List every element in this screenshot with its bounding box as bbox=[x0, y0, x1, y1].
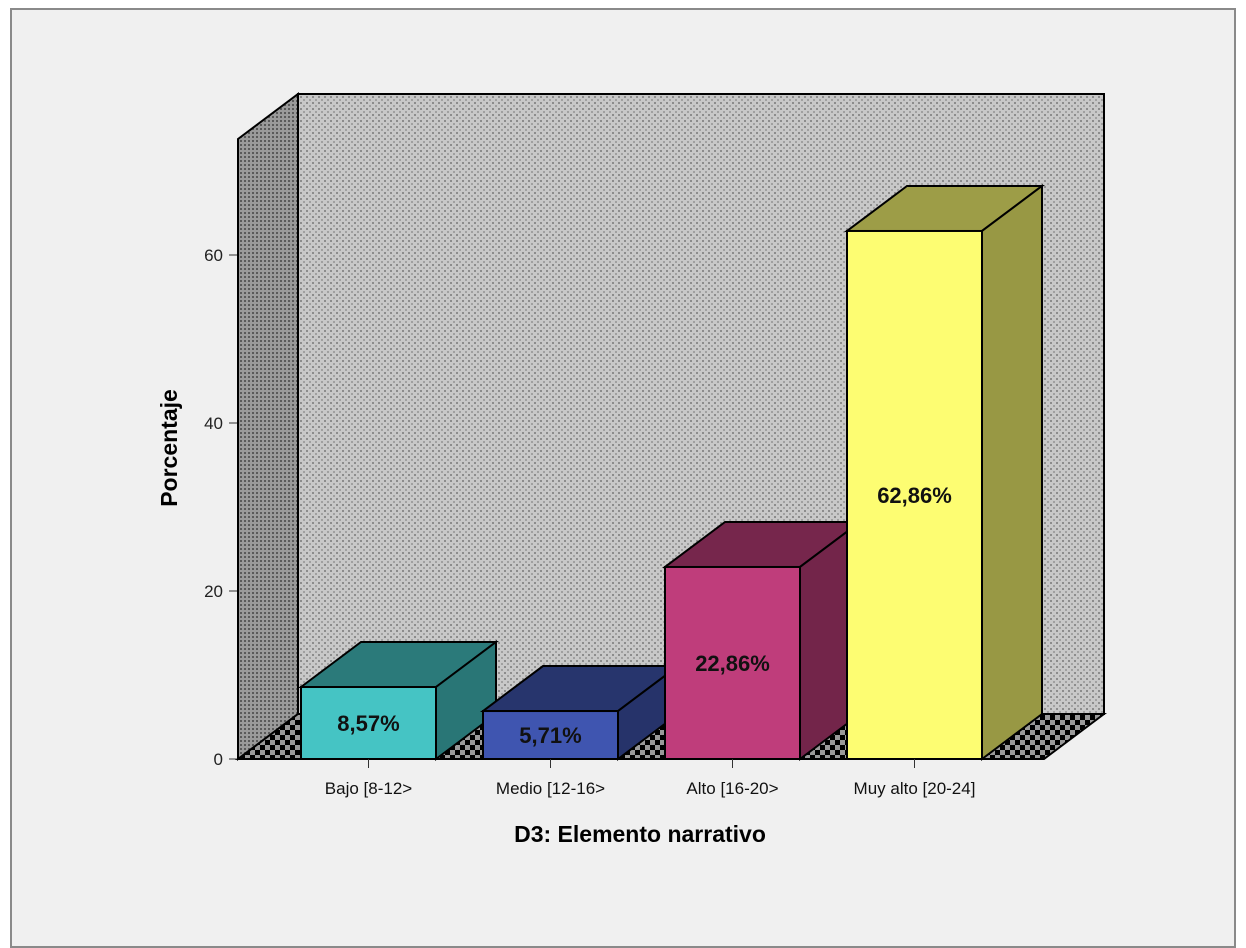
x-tick-label: Medio [12-16> bbox=[496, 779, 605, 798]
bar: 22,86% bbox=[662, 519, 863, 761]
y-axis: 0 20 40 60 bbox=[204, 246, 237, 769]
bar-front bbox=[664, 565, 801, 761]
y-tick-label: 0 bbox=[214, 750, 223, 769]
bar-value-label: 22,86% bbox=[695, 651, 770, 676]
bar-value-label: 62,86% bbox=[877, 483, 952, 508]
bar-side bbox=[981, 183, 1043, 761]
bar-front bbox=[300, 686, 437, 761]
bar: 8,57% bbox=[298, 640, 499, 761]
y-axis-title: Porcentaje bbox=[156, 389, 182, 507]
y-tick-label: 20 bbox=[204, 582, 223, 601]
y-tick-label: 40 bbox=[204, 414, 223, 433]
bar-front bbox=[846, 229, 983, 760]
x-tick-label: Bajo [8-12> bbox=[325, 779, 412, 798]
bar: 62,86% bbox=[844, 183, 1045, 761]
bar-value-label: 5,71% bbox=[519, 723, 581, 748]
bar-front bbox=[482, 710, 619, 761]
bars: 8,57% 5,71% 22,86% 62,86% bbox=[298, 183, 1045, 761]
x-axis-title: D3: Elemento narrativo bbox=[514, 821, 766, 847]
y-tick-label: 60 bbox=[204, 246, 223, 265]
bar-value-label: 8,57% bbox=[337, 711, 399, 736]
x-tick-label: Alto [16-20> bbox=[686, 779, 778, 798]
x-tick-label: Muy alto [20-24] bbox=[854, 779, 976, 798]
x-tick-labels: Bajo [8-12> Medio [12-16> Alto [16-20> Muy … bbox=[325, 759, 976, 798]
bar: 5,71% bbox=[480, 664, 681, 761]
chart-side-wall bbox=[237, 92, 299, 761]
